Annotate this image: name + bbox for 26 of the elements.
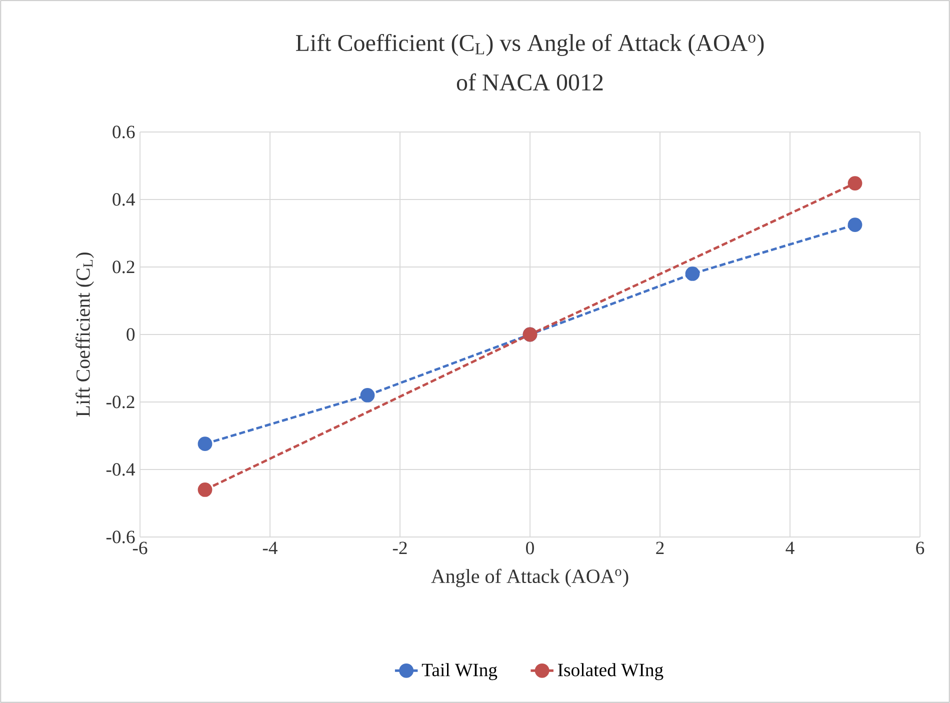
x-tick-label: -2 (392, 542, 407, 554)
point (198, 436, 212, 452)
y-tick-label: 0.2 (112, 260, 134, 274)
x-tick-label: -6 (132, 542, 148, 554)
legend-label: Isolated WIng (558, 663, 664, 680)
y-tick-label: 0.4 (112, 193, 136, 206)
y-tick-label: -0.2 (106, 396, 134, 408)
point (848, 176, 862, 190)
y-tick-label: -0.6 (106, 530, 135, 544)
legend-label: Tail WIng (422, 663, 498, 680)
x-tick-label: 4 (786, 542, 794, 554)
point (848, 218, 862, 232)
point (360, 388, 375, 402)
x-tick-label: 0 (526, 542, 534, 554)
x-axis-title: Angle of Attack (AOA$^{o}$) (431, 568, 628, 588)
x-tick-label: 2 (656, 542, 664, 554)
y-axis-title: Lift Coefficient (C$_{L}$) (76, 252, 94, 417)
point (198, 482, 212, 497)
x-tick-label: 6 (916, 542, 924, 554)
y-tick-label: 0 (126, 328, 135, 341)
chart-subtitle: of NACA 0012 (456, 73, 603, 91)
chart-title: Lift Coefficient (C$_{L}$) vs Angle of Attack (AOA$^{o}$) (296, 34, 764, 56)
y-tick-label: -0.4 (106, 463, 136, 476)
y-tick-label: 0.6 (112, 126, 135, 138)
point (685, 266, 700, 281)
x-tick-label: -4 (262, 542, 278, 554)
